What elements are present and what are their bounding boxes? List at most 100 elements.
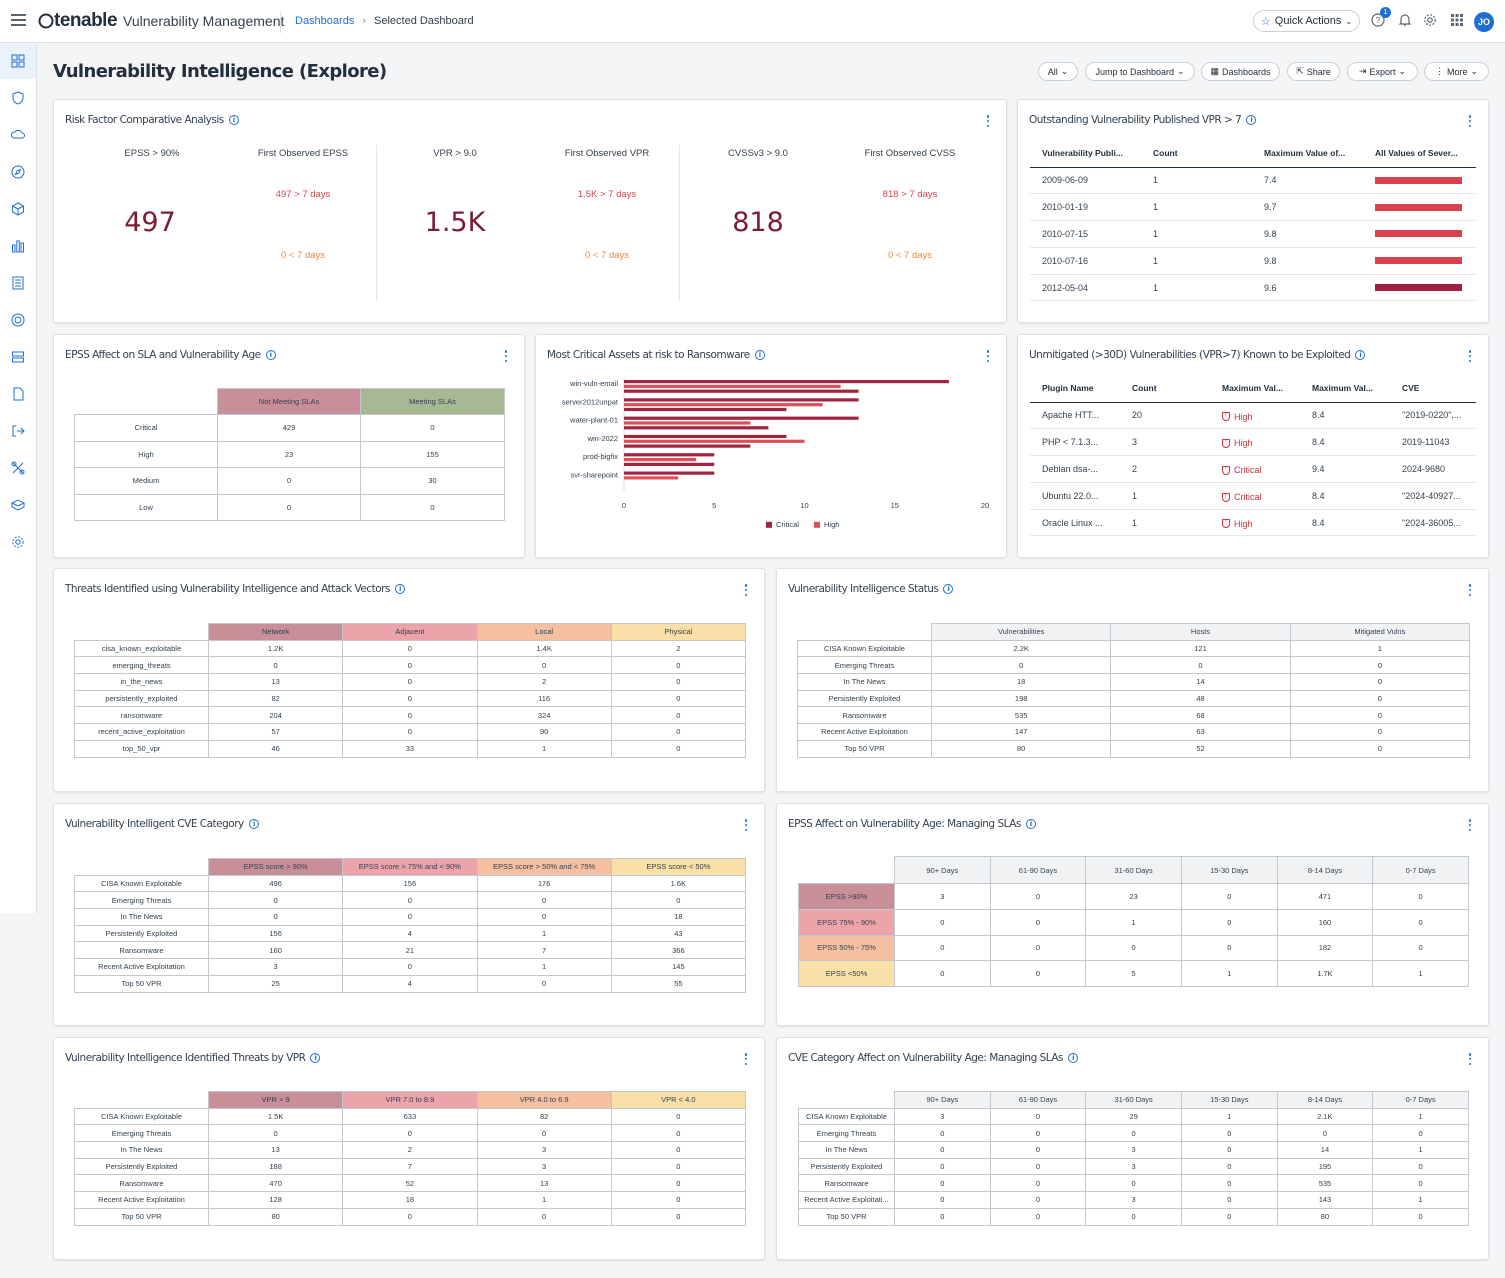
rf-cvss-value[interactable]: 818: [732, 207, 784, 238]
table-cell[interactable]: 204: [207, 706, 344, 725]
table-cell[interactable]: 18: [930, 673, 1112, 691]
table-cell[interactable]: 0: [476, 908, 612, 926]
table-cell[interactable]: 0: [930, 656, 1112, 675]
column-header[interactable]: VPR < 4.0: [610, 1091, 747, 1109]
column-header[interactable]: Count: [1120, 375, 1210, 403]
column-header[interactable]: 0-7 Days: [1372, 856, 1469, 884]
table-cell[interactable]: 0: [610, 739, 747, 758]
table-cell[interactable]: 0: [1289, 689, 1471, 708]
table-cell[interactable]: 470: [207, 1174, 344, 1193]
table-cell[interactable]: 14: [1276, 1141, 1374, 1159]
table-cell[interactable]: 0: [989, 1124, 1087, 1143]
more-button[interactable]: ⋮ More ⌄: [1424, 62, 1489, 81]
rf-cvss-over[interactable]: 818 > 7 days: [882, 189, 938, 200]
column-header[interactable]: CVE: [1390, 375, 1476, 403]
table-cell[interactable]: 1.6K: [610, 874, 747, 893]
table-cell[interactable]: 0: [1372, 1174, 1469, 1193]
info-icon[interactable]: i: [1025, 819, 1036, 829]
info-icon[interactable]: i: [265, 350, 276, 360]
rf-vpr-value[interactable]: 1.5K: [424, 207, 486, 238]
bar-critical[interactable]: [624, 444, 751, 448]
widget-menu-icon[interactable]: [744, 819, 748, 831]
table-cell[interactable]: 43: [610, 924, 747, 943]
table-cell[interactable]: 0: [1180, 1124, 1278, 1143]
table-cell[interactable]: 3: [476, 1141, 612, 1159]
table-cell[interactable]: 0: [989, 1207, 1087, 1226]
info-icon[interactable]: i: [248, 819, 259, 829]
legend-label[interactable]: Critical: [776, 520, 799, 529]
table-cell[interactable]: 0: [217, 493, 361, 521]
info-icon[interactable]: i: [1246, 115, 1257, 125]
table-cell[interactable]: 0: [476, 656, 612, 675]
table-cell[interactable]: 1: [1372, 1107, 1469, 1126]
table-cell[interactable]: 0: [1180, 1174, 1278, 1193]
table-cell[interactable]: 30: [360, 467, 505, 495]
table-cell[interactable]: 0: [989, 883, 1087, 910]
table-cell[interactable]: 0: [610, 706, 747, 725]
table-cell[interactable]: 633: [342, 1107, 478, 1126]
widget-menu-icon[interactable]: [1468, 1053, 1472, 1065]
table-cell[interactable]: 429: [217, 414, 361, 442]
sidebar-item-assets[interactable]: [0, 191, 36, 227]
column-header[interactable]: Meeting SLAs: [360, 388, 505, 415]
severity-bar[interactable]: [1375, 203, 1463, 211]
table-cell[interactable]: 52: [1110, 739, 1291, 758]
table-cell[interactable]: 0: [610, 673, 747, 691]
rf-vpr-under[interactable]: 0 < 7 days: [584, 250, 630, 261]
column-header[interactable]: Not Meeting SLAs: [217, 388, 361, 415]
table-cell[interactable]: 2: [610, 639, 747, 658]
table-cell[interactable]: 25: [207, 974, 344, 993]
table-cell[interactable]: 496: [207, 874, 344, 893]
table-cell[interactable]: 0: [342, 908, 478, 926]
table-cell[interactable]: 0: [476, 974, 612, 993]
severity-bar[interactable]: [1375, 257, 1463, 265]
table-cell[interactable]: 0: [217, 467, 361, 495]
column-header[interactable]: 8-14 Days: [1276, 1091, 1374, 1109]
severity-bar[interactable]: [1375, 284, 1463, 292]
table-cell[interactable]: 0: [610, 1141, 747, 1159]
widget-menu-icon[interactable]: [986, 115, 990, 127]
table-cell[interactable]: 0: [894, 1157, 991, 1176]
table-cell[interactable]: 14: [1110, 673, 1291, 691]
table-cell[interactable]: 0: [989, 1107, 1087, 1126]
table-cell[interactable]: 5: [1085, 960, 1182, 988]
legend-label[interactable]: High: [824, 520, 839, 529]
table-cell[interactable]: 0: [989, 1191, 1087, 1209]
table-cell[interactable]: 1.5K: [207, 1107, 344, 1126]
table-cell[interactable]: 82: [476, 1107, 612, 1126]
table-cell[interactable]: 0: [1180, 1157, 1278, 1176]
table-cell[interactable]: 1: [1085, 908, 1182, 936]
table-cell[interactable]: 0: [610, 1191, 747, 1209]
filter-all-button[interactable]: All ⌄: [1038, 62, 1078, 81]
widget-menu-icon[interactable]: [504, 350, 508, 362]
table-cell[interactable]: 0: [610, 1157, 747, 1176]
table-row[interactable]: 2009-06-09 1 7.4: [1030, 167, 1476, 195]
table-cell[interactable]: 0: [1372, 883, 1469, 910]
table-cell[interactable]: 0: [610, 1124, 747, 1143]
table-cell[interactable]: 2.2K: [930, 639, 1112, 658]
table-cell[interactable]: 80: [1276, 1207, 1374, 1226]
table-row[interactable]: 2010-07-16 1 9.8: [1030, 247, 1476, 275]
table-cell[interactable]: 0: [1372, 1124, 1469, 1143]
table-cell[interactable]: 0: [989, 908, 1087, 936]
table-cell[interactable]: 1: [476, 924, 612, 943]
dashboards-button[interactable]: ▦ Dashboards: [1201, 62, 1280, 81]
table-cell[interactable]: 3: [1085, 1141, 1182, 1159]
table-row[interactable]: PHP < 7.1.3... 3! High 8.4 2019-11043: [1030, 428, 1476, 457]
table-cell[interactable]: 0: [1085, 1174, 1182, 1193]
sidebar-item-tools[interactable]: [0, 450, 36, 486]
menu-icon[interactable]: [11, 14, 26, 26]
table-cell[interactable]: 188: [207, 1157, 344, 1176]
table-cell[interactable]: 0: [1180, 1141, 1278, 1159]
breadcrumb-dashboards[interactable]: Dashboards: [295, 15, 355, 27]
table-cell[interactable]: 0: [207, 656, 344, 675]
table-row[interactable]: 2010-01-19 1 9.7: [1030, 193, 1476, 222]
table-cell[interactable]: 0: [342, 656, 478, 675]
table-cell[interactable]: 0: [1180, 908, 1278, 936]
info-icon[interactable]: i: [228, 115, 239, 125]
table-cell[interactable]: 160: [207, 941, 344, 960]
severity-bar[interactable]: [1375, 230, 1463, 238]
table-cell[interactable]: 7: [476, 941, 612, 960]
bar-high[interactable]: [624, 439, 805, 443]
jump-to-dashboard-button[interactable]: Jump to Dashboard ⌄: [1085, 62, 1195, 81]
